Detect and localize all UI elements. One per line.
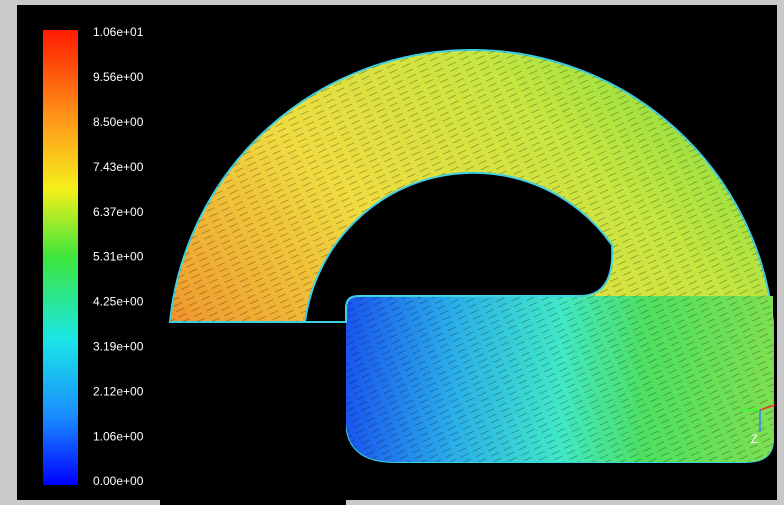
colorbar-label: 7.43e+00: [93, 160, 144, 174]
colorbar-label: 0.00e+00: [93, 474, 144, 488]
colorbar-label: 3.19e+00: [93, 339, 144, 353]
colorbar-label: 1.06e+01: [93, 25, 144, 39]
colorbar-label: 5.31e+00: [93, 250, 144, 264]
axis-label: Z: [751, 432, 758, 446]
colorbar-label: 8.50e+00: [93, 115, 144, 129]
colorbar: [43, 30, 78, 485]
colorbar-label: 1.06e+00: [93, 429, 144, 443]
colorbar-label: 4.25e+00: [93, 295, 144, 309]
colorbar-label: 9.56e+00: [93, 70, 144, 84]
page: {"colorbar": {"labels": ["1.06e+01", "9.…: [0, 0, 784, 505]
colorbar-label: 2.12e+00: [93, 384, 144, 398]
colorbar-label: 6.37e+00: [93, 205, 144, 219]
contour-view: Z 1.06e+01 9.56e+00 8.50e+00 7.43e+00 6.37e+…: [0, 0, 784, 505]
